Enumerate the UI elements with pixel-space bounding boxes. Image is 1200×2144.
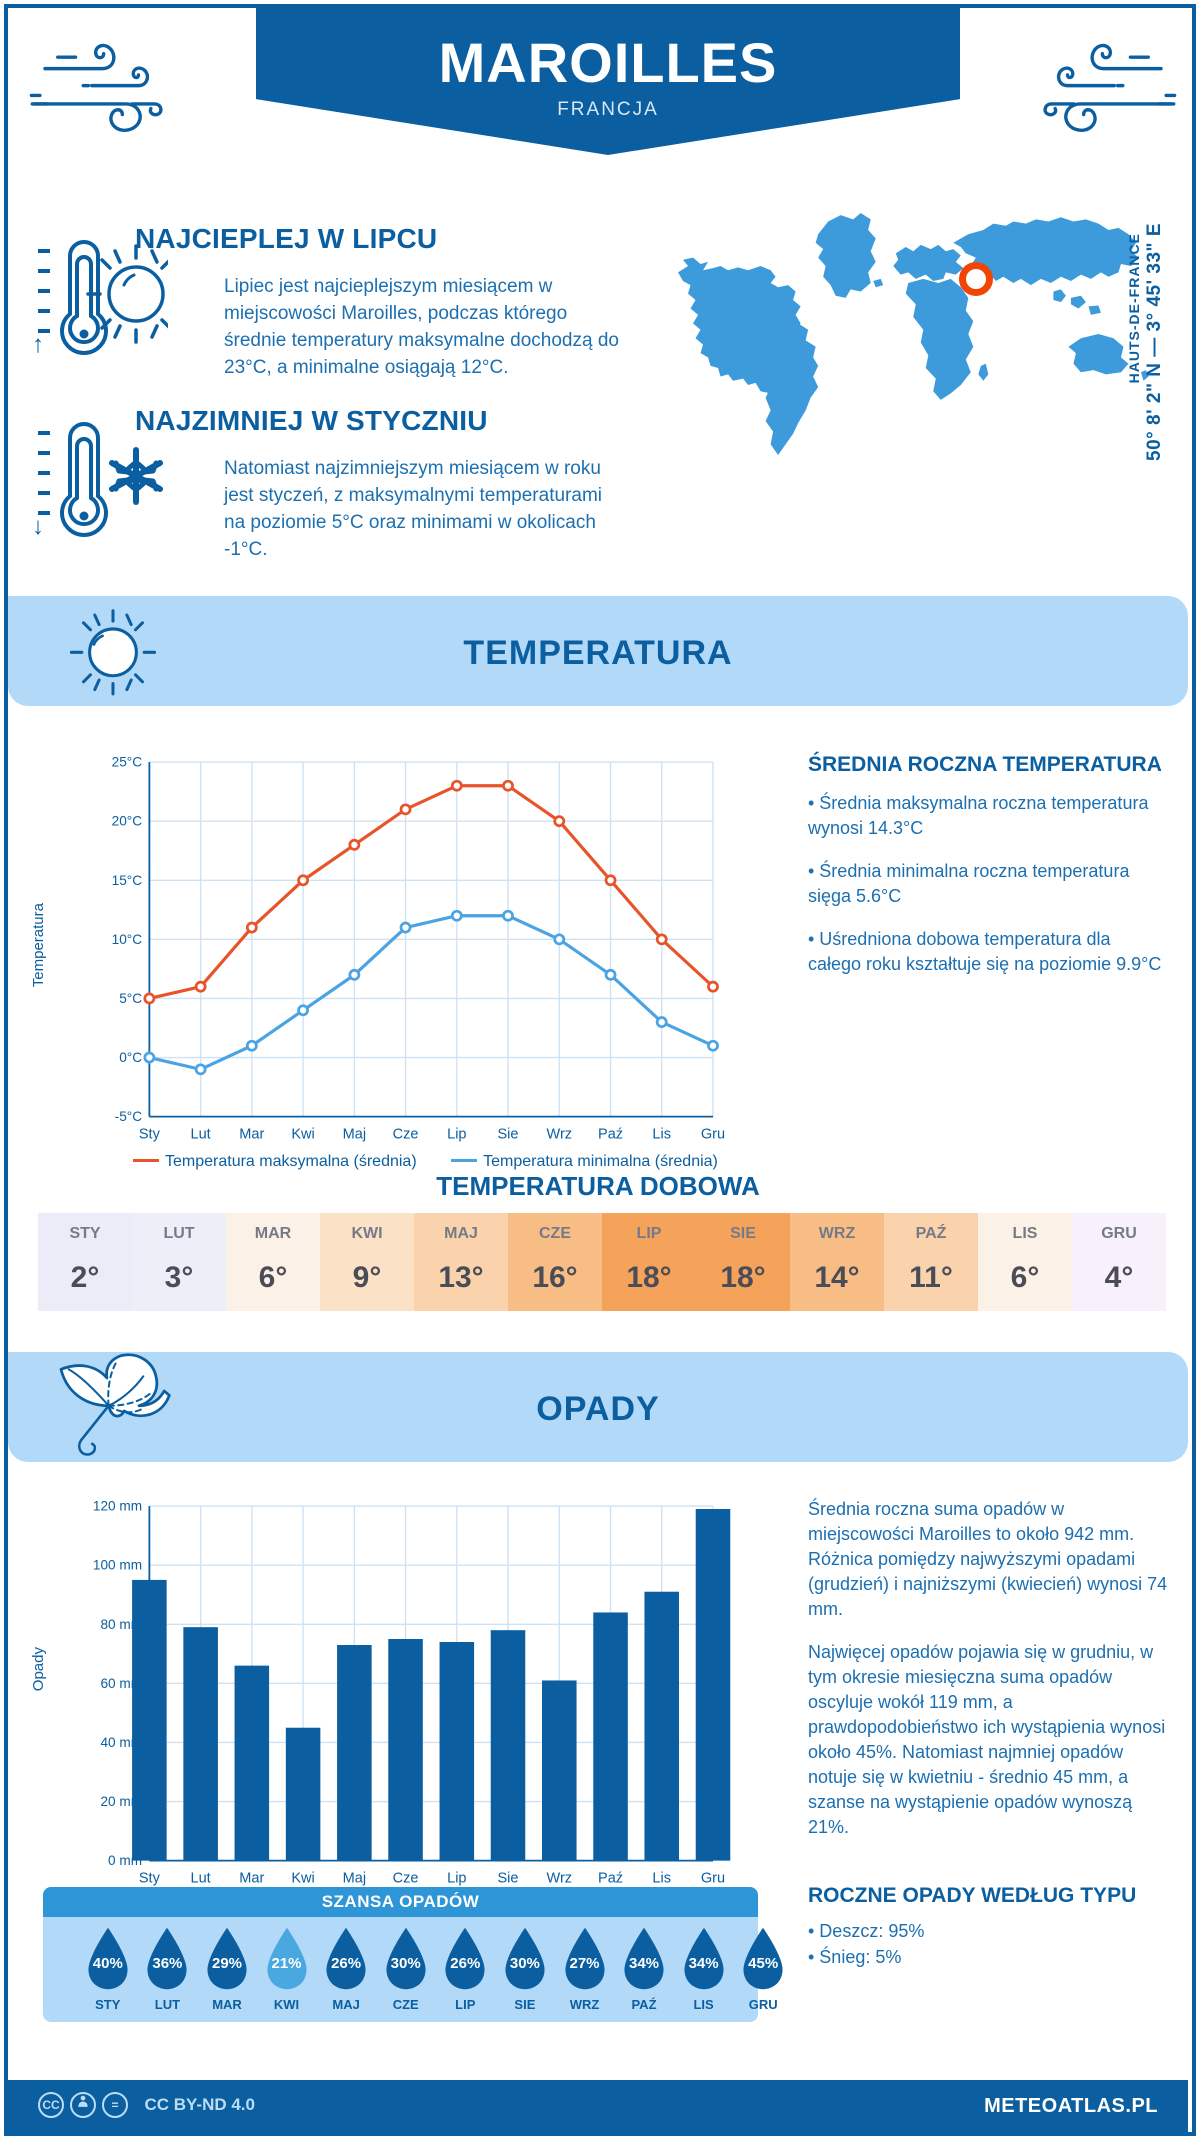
svg-text:20°C: 20°C — [112, 814, 143, 829]
svg-text:Lut: Lut — [191, 1870, 211, 1886]
svg-text:Maj: Maj — [343, 1870, 366, 1886]
svg-text:100 mm: 100 mm — [93, 1558, 142, 1573]
svg-text:10°C: 10°C — [112, 932, 143, 947]
svg-text:Wrz: Wrz — [546, 1126, 572, 1142]
svg-text:120 mm: 120 mm — [93, 1499, 142, 1514]
svg-text:Kwi: Kwi — [291, 1126, 314, 1142]
svg-text:Sty: Sty — [139, 1126, 161, 1142]
svg-text:Cze: Cze — [393, 1126, 419, 1142]
svg-text:-5°C: -5°C — [115, 1109, 143, 1124]
svg-text:Paź: Paź — [598, 1126, 623, 1142]
svg-text:Kwi: Kwi — [291, 1870, 314, 1886]
svg-text:25°C: 25°C — [112, 755, 143, 770]
svg-text:Sie: Sie — [497, 1870, 518, 1886]
svg-text:Mar: Mar — [239, 1870, 264, 1886]
svg-text:Mar: Mar — [239, 1126, 264, 1142]
svg-text:Lip: Lip — [447, 1126, 466, 1142]
svg-text:5°C: 5°C — [119, 991, 142, 1006]
svg-text:Cze: Cze — [393, 1870, 419, 1886]
svg-text:15°C: 15°C — [112, 873, 143, 888]
svg-text:Lip: Lip — [447, 1870, 466, 1886]
svg-text:Wrz: Wrz — [546, 1870, 572, 1886]
svg-text:Gru: Gru — [701, 1870, 725, 1886]
svg-text:Gru: Gru — [701, 1126, 725, 1142]
svg-text:0°C: 0°C — [119, 1050, 142, 1065]
svg-text:Lut: Lut — [191, 1126, 211, 1142]
svg-text:Lis: Lis — [652, 1126, 671, 1142]
svg-text:Maj: Maj — [343, 1126, 366, 1142]
svg-text:Lis: Lis — [652, 1870, 671, 1886]
svg-text:Paź: Paź — [598, 1870, 623, 1886]
svg-text:Sty: Sty — [139, 1870, 161, 1886]
svg-text:Sie: Sie — [497, 1126, 518, 1142]
